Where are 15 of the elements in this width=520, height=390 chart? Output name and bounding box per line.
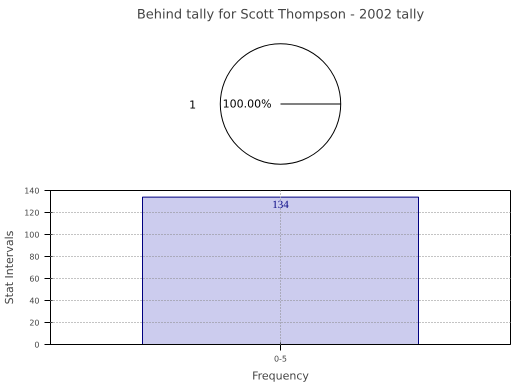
x-axis-title: Frequency bbox=[252, 370, 310, 382]
y-tick-label: 60 bbox=[29, 274, 40, 284]
y-tick-label: 120 bbox=[24, 208, 40, 218]
data-label: 100.00% bbox=[222, 98, 272, 110]
chart-title: Behind tally for Scott Thompson - 2002 tally bbox=[136, 8, 424, 22]
y-tick-label: 100 bbox=[24, 230, 40, 240]
y-tick-label: 20 bbox=[29, 318, 40, 328]
y-tick-label: 140 bbox=[24, 186, 40, 196]
y-tick-label: 0 bbox=[34, 340, 40, 350]
y-tick-label: 40 bbox=[29, 296, 40, 306]
x-tick-label: 0-5 bbox=[274, 354, 288, 364]
data-label: 134 bbox=[272, 199, 290, 212]
slice-label: 1 bbox=[189, 98, 196, 112]
y-axis-title: Stat Intervals bbox=[3, 230, 16, 304]
y-tick-label: 80 bbox=[29, 252, 40, 262]
